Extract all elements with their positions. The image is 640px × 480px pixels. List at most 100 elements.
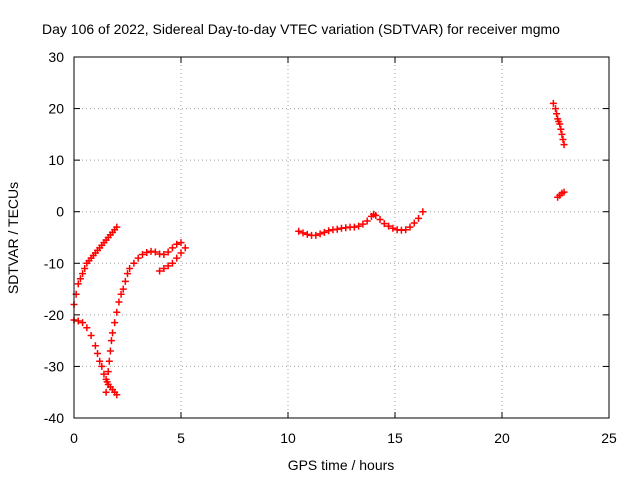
data-point [549, 99, 557, 107]
data-point [160, 251, 168, 259]
data-points [70, 99, 568, 399]
y-axis-label: SDTVAR / TECUs [5, 182, 21, 294]
data-point [181, 244, 189, 252]
data-point [419, 208, 427, 216]
data-point [316, 230, 324, 238]
x-tick-labels: 0 5 10 15 20 25 [70, 430, 617, 446]
data-point [320, 228, 328, 236]
x-tick-label: 5 [177, 430, 185, 446]
data-point [143, 248, 151, 256]
data-point [100, 370, 108, 378]
data-point [76, 275, 84, 283]
axis-ticks [73, 56, 610, 419]
data-point [113, 223, 121, 231]
data-point [415, 214, 423, 222]
data-point [81, 264, 89, 272]
data-point [299, 229, 307, 237]
data-point [560, 141, 568, 149]
data-point [102, 388, 110, 396]
data-point [106, 347, 114, 355]
y-tick-label: 10 [48, 152, 64, 168]
x-tick-label: 20 [494, 430, 510, 446]
data-point [79, 319, 87, 327]
y-tick-label: 30 [48, 49, 64, 65]
data-point [87, 331, 95, 339]
data-point [410, 219, 418, 227]
data-point [113, 391, 121, 399]
data-point [389, 224, 397, 232]
data-point [312, 231, 320, 239]
data-point [372, 211, 380, 219]
data-point [385, 222, 393, 230]
data-point [295, 227, 303, 235]
data-point [138, 251, 146, 259]
data-point [107, 337, 115, 345]
data-point [164, 248, 172, 256]
data-point [134, 254, 142, 262]
data-point [111, 319, 119, 327]
y-tick-label: -30 [44, 358, 64, 374]
data-point [98, 362, 106, 370]
data-point [109, 329, 117, 337]
x-tick-label: 0 [70, 430, 78, 446]
data-point [359, 220, 367, 228]
data-point [168, 259, 176, 267]
x-axis-label: GPS time / hours [288, 457, 395, 473]
data-point [350, 223, 358, 231]
data-point [151, 248, 159, 256]
data-point [177, 249, 185, 257]
data-point [126, 264, 134, 272]
y-tick-labels: 30 20 10 0 -10 -20 -30 -40 [44, 49, 64, 426]
data-point [363, 217, 371, 225]
y-tick-label: -10 [44, 255, 64, 271]
data-point [156, 267, 164, 275]
x-tick-label: 15 [387, 430, 403, 446]
data-point [124, 270, 131, 278]
data-point [119, 285, 127, 293]
y-tick-label: -40 [44, 410, 64, 426]
data-point [121, 277, 129, 285]
data-point [558, 130, 566, 138]
y-tick-label: 0 [56, 204, 64, 220]
data-point [164, 262, 172, 270]
x-tick-label: 10 [280, 430, 296, 446]
data-point [105, 357, 113, 365]
x-tick-label: 25 [601, 430, 617, 446]
data-point [173, 240, 181, 248]
data-point [103, 378, 111, 386]
data-point [553, 110, 561, 118]
data-point [117, 290, 125, 298]
y-tick-label: -20 [44, 307, 64, 323]
data-point [552, 105, 559, 113]
data-point [556, 120, 564, 128]
data-point [355, 222, 363, 230]
data-point [168, 244, 176, 252]
data-point [74, 280, 82, 288]
data-point [325, 227, 333, 235]
data-point [91, 342, 99, 350]
data-point [303, 230, 311, 238]
data-point [115, 298, 123, 306]
plot-frame [73, 56, 610, 419]
data-point [104, 368, 112, 376]
data-point [559, 136, 567, 144]
data-point [83, 324, 91, 332]
grid-lines [74, 57, 609, 418]
chart-title: Day 106 of 2022, Sidereal Day-to-day VTE… [42, 21, 560, 37]
data-point [380, 220, 388, 228]
data-point [79, 270, 87, 278]
data-point [130, 259, 138, 267]
data-point [376, 215, 384, 223]
data-point [333, 225, 341, 233]
y-tick-label: 20 [48, 101, 64, 117]
data-point [113, 308, 121, 316]
data-point [557, 125, 565, 133]
data-point [96, 357, 104, 365]
data-point [177, 239, 185, 247]
data-point [173, 254, 181, 262]
data-point [74, 317, 82, 325]
data-point [402, 226, 410, 234]
data-point [160, 264, 168, 272]
data-point [560, 188, 568, 196]
